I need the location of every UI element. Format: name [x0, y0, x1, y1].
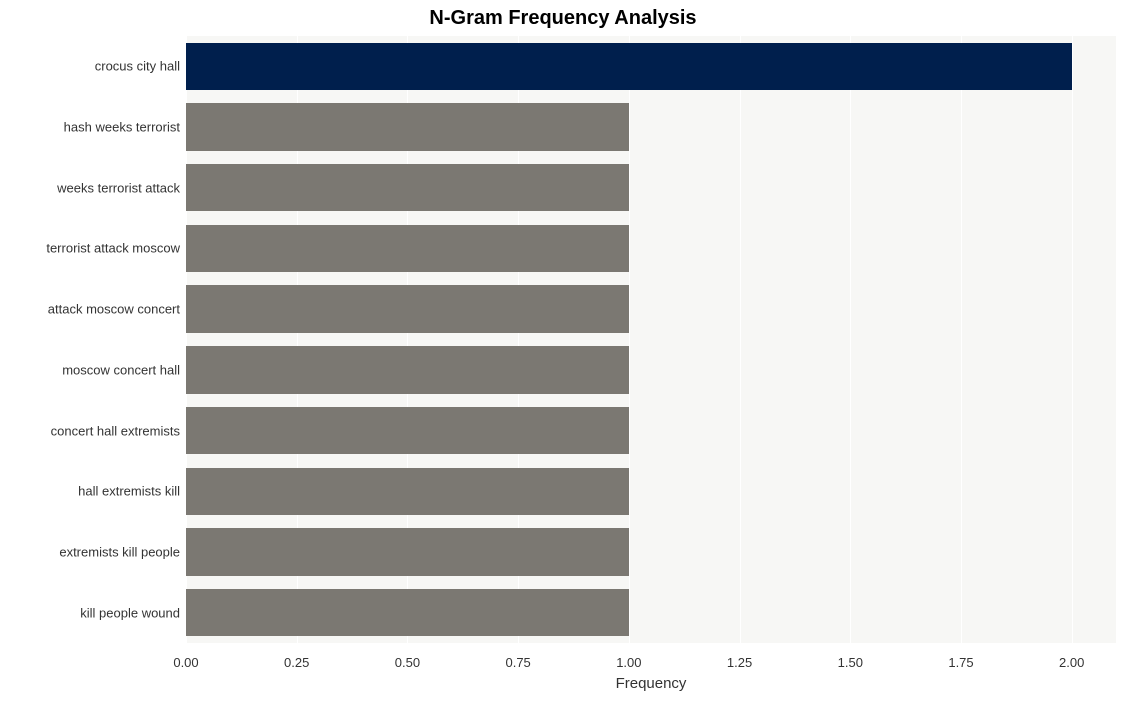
- bar: [186, 164, 629, 211]
- y-tick-label: terrorist attack moscow: [46, 241, 180, 256]
- grid-line: [1072, 36, 1073, 643]
- bar: [186, 589, 629, 636]
- y-tick-label: moscow concert hall: [62, 362, 180, 377]
- x-tick-label: 0.50: [395, 655, 420, 670]
- x-tick-label: 1.25: [727, 655, 752, 670]
- y-tick-label: crocus city hall: [95, 59, 180, 74]
- x-tick-label: 2.00: [1059, 655, 1084, 670]
- bar: [186, 346, 629, 393]
- x-tick-label: 1.50: [838, 655, 863, 670]
- bar: [186, 528, 629, 575]
- bar: [186, 103, 629, 150]
- x-tick-label: 1.75: [948, 655, 973, 670]
- grid-line: [961, 36, 962, 643]
- bar: [186, 407, 629, 454]
- y-tick-label: attack moscow concert: [48, 302, 180, 317]
- x-tick-label: 0.00: [173, 655, 198, 670]
- y-tick-label: concert hall extremists: [51, 423, 180, 438]
- bar: [186, 285, 629, 332]
- plot-area: [186, 36, 1116, 643]
- y-tick-label: hash weeks terrorist: [64, 120, 180, 135]
- grid-line: [629, 36, 630, 643]
- x-tick-label: 1.00: [616, 655, 641, 670]
- x-axis-label: Frequency: [186, 675, 1116, 692]
- y-tick-label: hall extremists kill: [78, 484, 180, 499]
- x-tick-label: 0.25: [284, 655, 309, 670]
- x-tick-label: 0.75: [505, 655, 530, 670]
- chart-title: N-Gram Frequency Analysis: [0, 7, 1126, 30]
- y-tick-label: extremists kill people: [59, 544, 180, 559]
- grid-line: [740, 36, 741, 643]
- bar: [186, 43, 1072, 90]
- y-tick-label: kill people wound: [80, 605, 180, 620]
- bar: [186, 225, 629, 272]
- ngram-chart: N-Gram Frequency Analysis crocus city ha…: [0, 0, 1126, 701]
- bar: [186, 468, 629, 515]
- y-tick-label: weeks terrorist attack: [57, 180, 180, 195]
- grid-line: [850, 36, 851, 643]
